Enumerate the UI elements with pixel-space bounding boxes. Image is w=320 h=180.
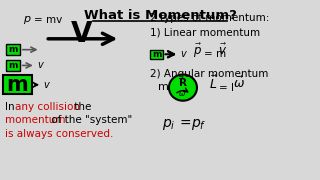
FancyBboxPatch shape — [150, 50, 163, 59]
Text: m: m — [7, 75, 28, 95]
Text: m: m — [8, 61, 18, 70]
Text: any collision: any collision — [15, 102, 80, 112]
Text: 2) Angular momentum: 2) Angular momentum — [150, 69, 269, 78]
Text: the: the — [71, 102, 92, 112]
Text: = I: = I — [219, 83, 234, 93]
Text: In: In — [5, 102, 18, 112]
Text: = mv: = mv — [34, 15, 62, 25]
Text: What is Momentum?: What is Momentum? — [84, 9, 236, 22]
FancyBboxPatch shape — [3, 75, 32, 95]
Text: is always conserved.: is always conserved. — [5, 129, 114, 139]
Text: $\vec{v}$: $\vec{v}$ — [218, 43, 227, 58]
Text: $\vec{p}$: $\vec{p}$ — [194, 42, 203, 60]
Text: v: v — [181, 49, 187, 59]
Text: =: = — [179, 117, 191, 131]
Text: m: m — [8, 45, 18, 54]
Text: momentum: momentum — [5, 115, 66, 125]
FancyBboxPatch shape — [6, 44, 20, 55]
Text: = m: = m — [204, 49, 226, 59]
Circle shape — [169, 75, 197, 101]
Text: V: V — [71, 20, 92, 48]
Text: $\vec{\omega}$: $\vec{\omega}$ — [233, 76, 244, 91]
Text: $p_f$: $p_f$ — [191, 117, 207, 132]
Text: $\omega$: $\omega$ — [178, 89, 186, 98]
Text: 2 types of momentum:: 2 types of momentum: — [150, 13, 270, 23]
Text: 1) Linear momentum: 1) Linear momentum — [150, 28, 260, 37]
Text: v: v — [44, 80, 50, 90]
Text: v: v — [37, 60, 43, 70]
Text: $p$: $p$ — [23, 14, 32, 26]
Text: R: R — [179, 78, 187, 88]
FancyBboxPatch shape — [6, 60, 20, 71]
Text: m: m — [158, 82, 169, 92]
Text: m: m — [152, 50, 161, 59]
Text: $\vec{L}$: $\vec{L}$ — [209, 75, 219, 92]
Text: $p_i$: $p_i$ — [162, 117, 175, 132]
Text: of the "system": of the "system" — [49, 115, 133, 125]
